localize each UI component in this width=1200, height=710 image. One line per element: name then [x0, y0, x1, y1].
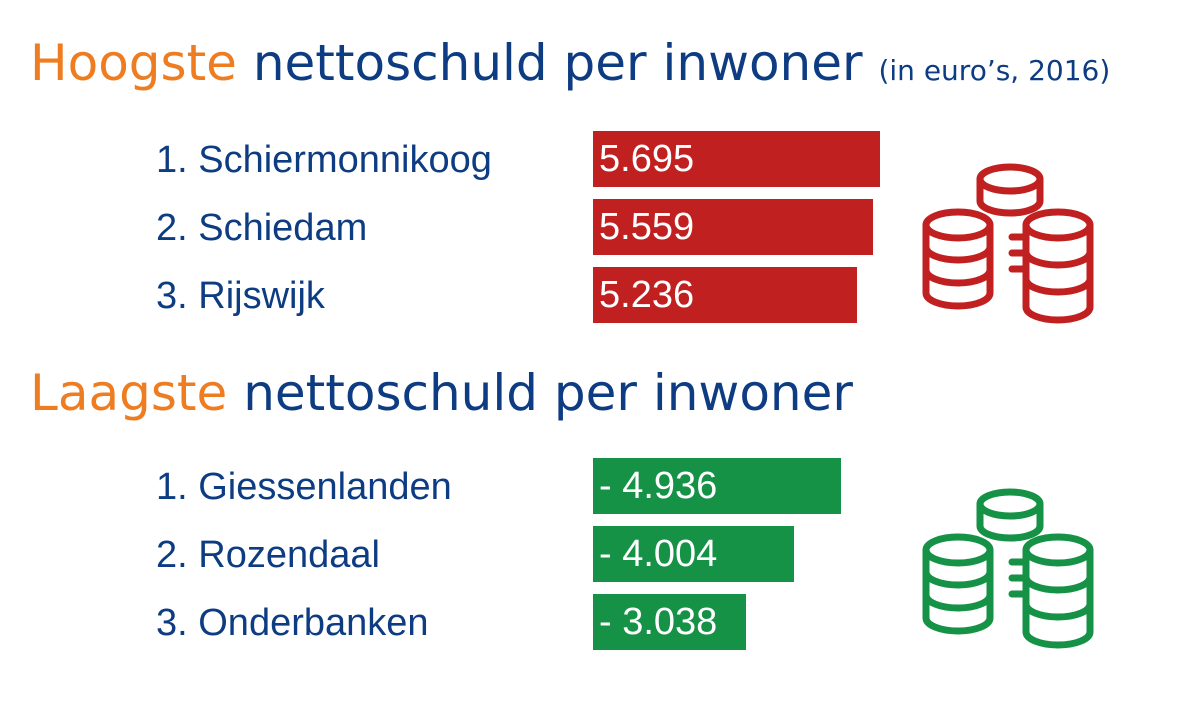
- bar-value-label: - 4.004: [599, 533, 718, 575]
- bar-category-label: 1. Giessenlanden: [156, 466, 452, 508]
- bar-value-label: 5.695: [599, 138, 695, 180]
- bar-category-label: 3. Rijswijk: [156, 275, 325, 317]
- bar: - 4.936: [593, 458, 841, 514]
- bar: 5.559: [593, 199, 873, 255]
- bar-category-label: 1. Schiermonnikoog: [156, 139, 492, 181]
- bar: - 3.038: [593, 594, 746, 650]
- bar-value-label: - 4.936: [599, 465, 718, 507]
- heading-title-rest: nettoschuld per inwoner: [252, 34, 863, 92]
- heading-accent-word: Laagste: [30, 364, 228, 422]
- heading-title-rest: nettoschuld per inwoner: [243, 364, 853, 422]
- heading-accent-word: Hoogste: [30, 34, 237, 92]
- bar: 5.695: [593, 131, 880, 187]
- bar-value-label: - 3.038: [599, 601, 718, 643]
- heading-subtitle: (in euro’s, 2016): [878, 54, 1111, 87]
- bar-category-label: 2. Schiedam: [156, 207, 368, 249]
- coin-stacks-icon: [922, 488, 1094, 649]
- bar-category-label: 3. Onderbanken: [156, 602, 429, 644]
- bar-category-label: 2. Rozendaal: [156, 534, 380, 576]
- bar-value-label: 5.559: [599, 206, 695, 248]
- heading-highest-debt: Hoogste nettoschuld per inwoner (in euro…: [30, 34, 1110, 92]
- coin-stacks-icon: [922, 163, 1094, 324]
- bar-value-label: 5.236: [599, 274, 695, 316]
- bar: - 4.004: [593, 526, 794, 582]
- bar: 5.236: [593, 267, 857, 323]
- heading-lowest-debt: Laagste nettoschuld per inwoner: [30, 364, 853, 422]
